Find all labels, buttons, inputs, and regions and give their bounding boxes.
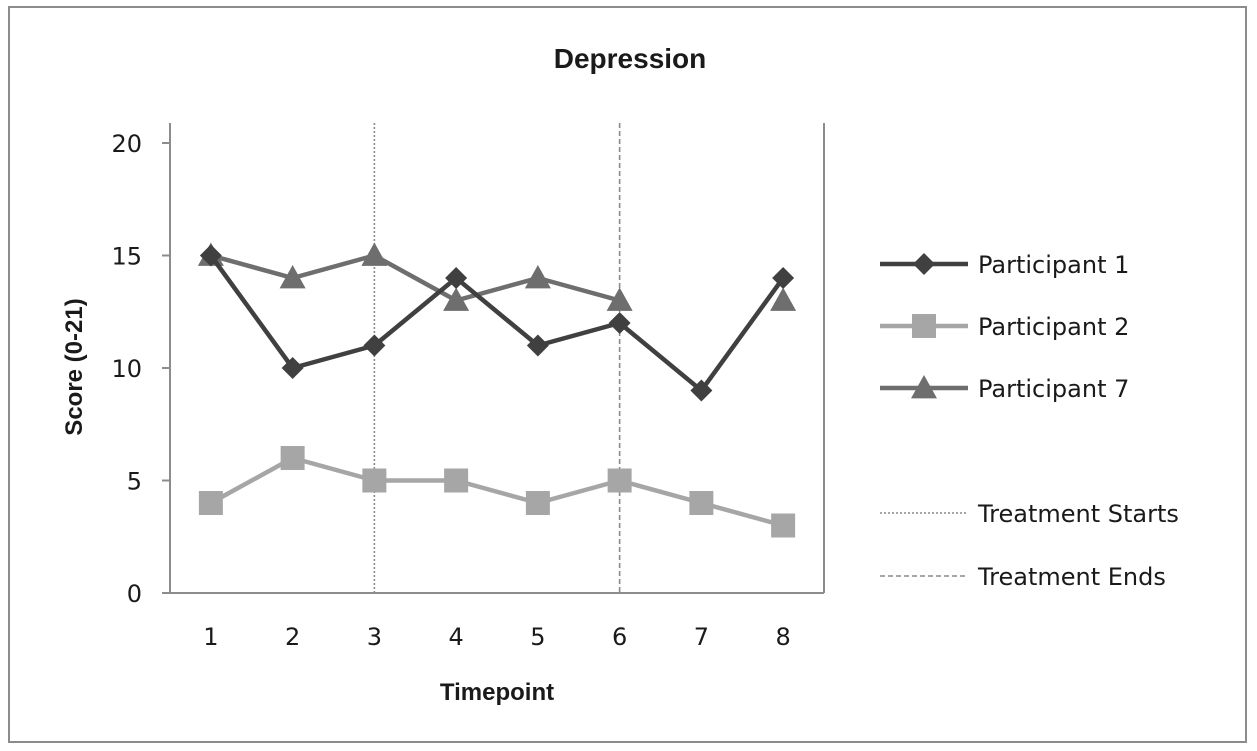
data-point-participant-2 xyxy=(771,513,796,538)
legend-label-participant-1: Participant 1 xyxy=(978,251,1129,279)
x-tick-label: 4 xyxy=(448,623,463,651)
series-line-participant-7 xyxy=(210,253,621,303)
legend-marker-participant-2 xyxy=(912,314,936,338)
legend: Participant 1 Participant 2 Participant 7 T… xyxy=(880,251,1179,591)
data-point-participant-7 xyxy=(443,287,470,311)
y-tick-label: 20 xyxy=(111,130,142,158)
data-point-participant-2 xyxy=(280,446,305,470)
x-tick-label: 6 xyxy=(612,623,627,651)
data-point-participant-1 xyxy=(445,267,468,289)
data-point-participant-2 xyxy=(444,468,469,493)
y-tick-label: 15 xyxy=(111,243,142,271)
chart-title: Depression xyxy=(554,43,707,74)
legend-label-treatment-ends: Treatment Ends xyxy=(977,563,1166,591)
x-axis-title: Timepoint xyxy=(440,679,554,706)
legend-marker-participant-1 xyxy=(913,253,935,275)
chart-frame xyxy=(8,6,1247,743)
x-tick-label: 3 xyxy=(367,623,382,651)
data-point-participant-1 xyxy=(608,312,631,334)
data-point-participant-2 xyxy=(607,468,632,493)
y-tick-label: 5 xyxy=(127,468,142,496)
y-tick-label: 0 xyxy=(127,580,142,608)
data-point-participant-1 xyxy=(526,334,549,357)
data-point-participant-1 xyxy=(772,267,795,289)
data-point-participant-7 xyxy=(361,242,388,266)
data-point-participant-1 xyxy=(690,379,713,402)
x-tick-label: 1 xyxy=(203,623,218,651)
series-line-participant-1 xyxy=(209,254,785,393)
x-tick-label: 8 xyxy=(775,623,790,651)
x-tick-label: 5 xyxy=(530,623,545,651)
series-line-participant-2 xyxy=(209,455,784,528)
data-point-participant-7 xyxy=(524,265,551,289)
plot-area: 0 5 10 15 20 1 2 3 4 5 6 7 8 xyxy=(111,123,825,651)
data-point-participant-7 xyxy=(606,287,633,311)
x-tick-label: 2 xyxy=(285,623,300,651)
y-axis-title: Score (0-21) xyxy=(61,298,88,435)
data-point-participant-2 xyxy=(689,491,714,515)
legend-label-participant-7: Participant 7 xyxy=(978,375,1129,403)
y-tick-label: 10 xyxy=(111,355,142,383)
legend-label-participant-2: Participant 2 xyxy=(978,313,1129,341)
data-point-participant-2 xyxy=(362,468,387,493)
legend-marker-participant-7 xyxy=(911,375,937,399)
legend-label-treatment-starts: Treatment Starts xyxy=(977,500,1179,528)
data-point-participant-7 xyxy=(770,287,797,311)
data-point-participant-1 xyxy=(199,244,222,267)
data-point-participant-2 xyxy=(525,491,550,515)
data-point-participant-1 xyxy=(363,334,386,357)
data-point-participant-7 xyxy=(279,265,306,289)
x-tick-label: 7 xyxy=(694,623,709,651)
data-point-participant-2 xyxy=(198,491,223,515)
data-point-participant-1 xyxy=(281,357,304,379)
